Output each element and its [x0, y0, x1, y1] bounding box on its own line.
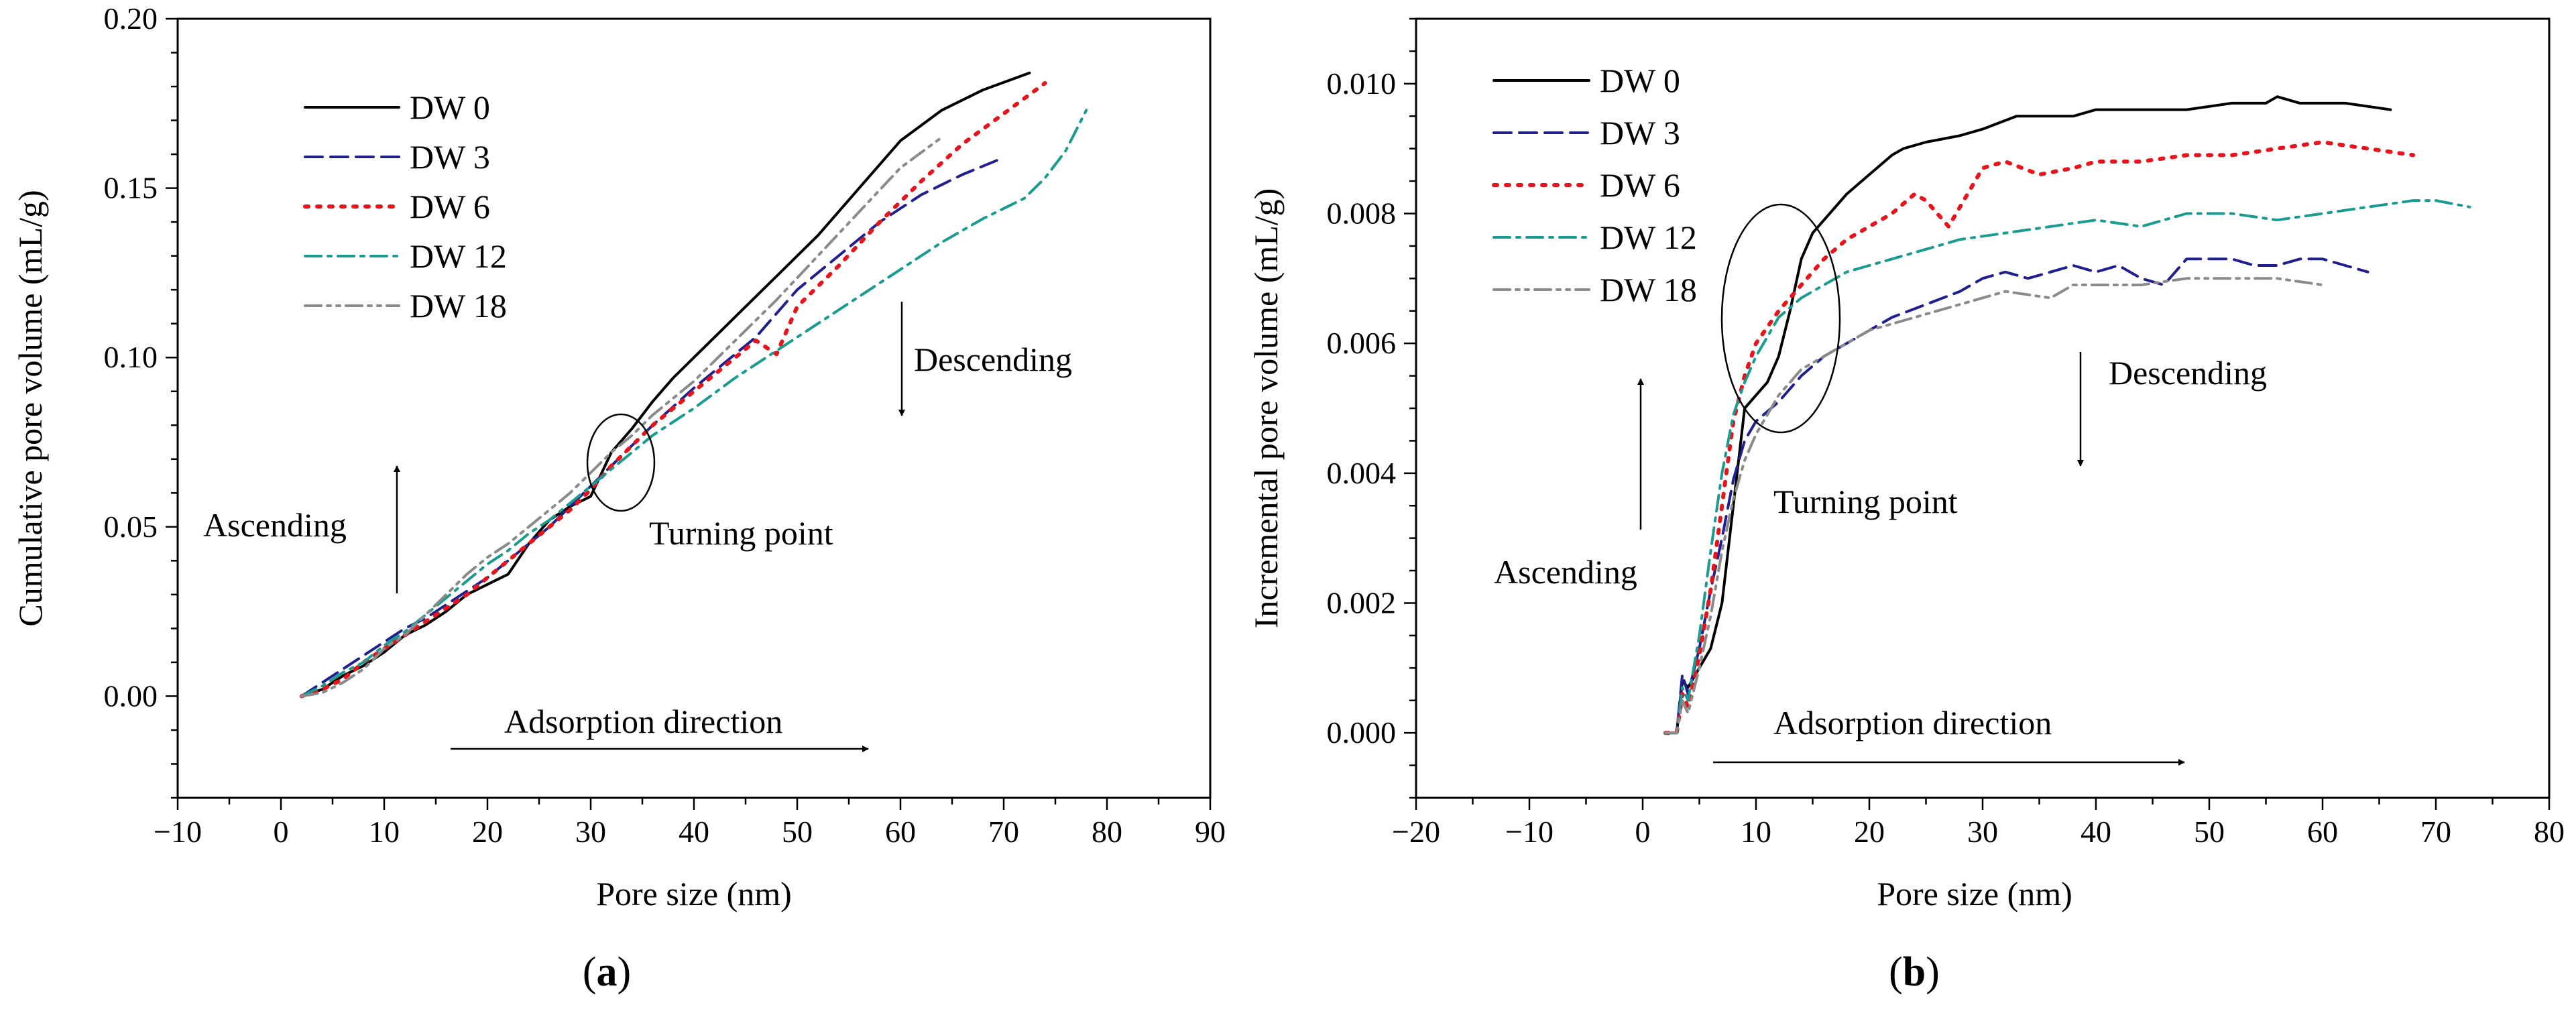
turning-point-label-a: Turning point [649, 514, 833, 552]
x-axis-ticks-a: −10 0 10 20 30 40 50 60 70 80 90 [154, 798, 1226, 849]
series-line-dw-6 [1663, 140, 2416, 735]
y-tick-label: 0.006 [1327, 326, 1397, 360]
x-tick-label: 0 [274, 815, 289, 849]
y-tick-label: 0.15 [104, 171, 158, 205]
x-tick-label: 30 [1967, 815, 1998, 849]
legend-item: DW 18 [1492, 271, 1697, 308]
legend-label: DW 12 [1600, 219, 1697, 256]
adsorption-direction-label-a: Adsorption direction [504, 703, 782, 740]
x-tick-label: 10 [1741, 815, 1771, 849]
x-tick-label: 80 [1092, 815, 1122, 849]
x-tick-label: 50 [782, 815, 813, 849]
descending-label-b: Descending [2109, 354, 2267, 392]
y-axis-ticks-a: 0.00 0.05 0.10 0.15 0.20 [104, 1, 178, 799]
series-line-dw-0 [1663, 95, 2392, 735]
legend-label: DW 18 [410, 287, 507, 324]
y-axis-title-b: Incremental pore volume (mL/g) [1247, 188, 1285, 629]
x-tick-label: 70 [988, 815, 1019, 849]
x-tick-label: −20 [1392, 815, 1440, 849]
descending-label-a: Descending [914, 341, 1072, 378]
chart-panel-b: −20 −10 0 10 20 30 40 50 60 70 80 0.0000.0020.0040… [1247, 17, 2565, 995]
legend-item: DW 0 [1492, 62, 1680, 99]
legend-label: DW 6 [1600, 166, 1680, 204]
y-tick-label: 0.002 [1327, 586, 1397, 620]
series-line-dw-18 [1663, 277, 2324, 735]
y-tick-label: 0.20 [104, 1, 158, 36]
y-tick-label: 0.008 [1327, 196, 1397, 231]
turning-point-label-b: Turning point [1773, 483, 1958, 520]
legend-item: DW 3 [1492, 114, 1680, 152]
y-tick-label: 0.00 [104, 678, 158, 713]
x-axis-title-a: Pore size (nm) [596, 875, 792, 912]
series-line-dw-18 [300, 135, 943, 698]
y-tick-label: 0.05 [104, 510, 158, 544]
legend-label: DW 12 [410, 237, 507, 275]
adsorption-direction-label-b: Adsorption direction [1773, 704, 2052, 741]
y-tick-label: 0.004 [1327, 456, 1397, 490]
legend-item: DW 6 [1492, 166, 1680, 204]
legend-item: DW 6 [303, 188, 490, 225]
plot-area-frame-a [176, 17, 1212, 799]
y-tick-label: 0.10 [104, 340, 158, 374]
legend-item: DW 12 [304, 237, 507, 275]
plot-area-frame-b [1415, 17, 2551, 799]
x-tick-label: 20 [472, 815, 503, 849]
x-tick-label: 20 [1854, 815, 1885, 849]
series-lines-b [1663, 95, 2471, 735]
x-axis-ticks-b: −20 −10 0 10 20 30 40 50 60 70 80 [1392, 798, 2565, 849]
legend-label: DW 3 [1600, 114, 1680, 152]
y-axis-title-a: Cumulative pore volume (mL/g) [11, 190, 49, 626]
x-axis-title-b: Pore size (nm) [1877, 875, 2072, 912]
legend-label: DW 3 [410, 138, 490, 176]
legend-b: DW 0 DW 3 DW 6 DW 12 DW 18 [1492, 62, 1697, 308]
legend-a: DW 0 DW 3 DW 6 DW 12 DW 18 [303, 88, 507, 324]
y-tick-label: 0.010 [1327, 66, 1397, 101]
series-lines-a [299, 71, 1088, 699]
x-tick-label: 10 [369, 815, 400, 849]
x-tick-label: −10 [1505, 815, 1554, 849]
legend-label: DW 0 [1600, 62, 1680, 99]
legend-label: DW 0 [410, 88, 490, 126]
x-tick-label: −10 [154, 815, 202, 849]
ascending-label-a: Ascending [203, 506, 347, 544]
x-tick-label: 50 [2194, 815, 2225, 849]
legend-item: DW 3 [304, 138, 490, 176]
series-line-dw-12 [300, 109, 1088, 698]
x-tick-label: 0 [1635, 815, 1651, 849]
y-axis-ticks-b: 0.000 0.002 0.004 0.006 0.008 0.010 [1327, 17, 1416, 799]
ascending-label-b: Ascending [1494, 553, 1637, 591]
x-tick-label: 80 [2534, 815, 2565, 849]
x-tick-label: 40 [679, 815, 709, 849]
legend-label: DW 18 [1600, 271, 1697, 308]
x-tick-label: 90 [1195, 815, 1226, 849]
legend-item: DW 12 [1492, 219, 1697, 256]
panel-label-a: (a) [583, 949, 631, 995]
panel-label-b: (b) [1889, 949, 1940, 995]
series-line-dw-3 [1663, 257, 2369, 735]
legend-item: DW 18 [304, 287, 507, 324]
legend-label: DW 6 [410, 188, 490, 225]
legend-item: DW 0 [304, 88, 490, 126]
turning-point-circle-a [586, 413, 656, 512]
x-tick-label: 40 [2081, 815, 2111, 849]
x-tick-label: 70 [2420, 815, 2451, 849]
turning-point-circle-b [1720, 203, 1841, 434]
x-tick-label: 30 [575, 815, 606, 849]
series-line-dw-12 [1663, 199, 2471, 735]
y-tick-label: 0.000 [1327, 715, 1397, 750]
x-tick-label: 60 [885, 815, 916, 849]
chart-panel-a: −10 0 10 20 30 40 50 60 70 80 90 0.000.050.100.150… [11, 1, 1226, 995]
x-tick-label: 60 [2307, 815, 2338, 849]
